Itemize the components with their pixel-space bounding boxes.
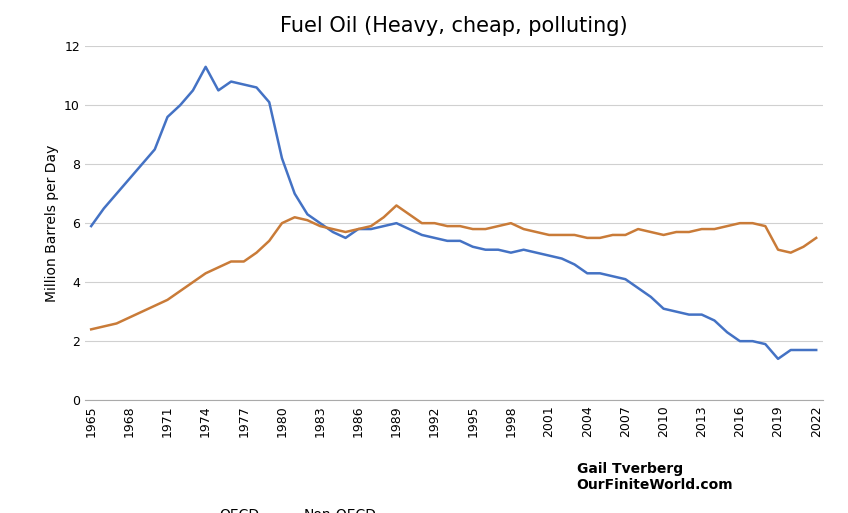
Y-axis label: Million Barrels per Day: Million Barrels per Day xyxy=(44,145,59,302)
OECD xyxy=(785,347,795,353)
OECD xyxy=(709,318,719,324)
Title: Fuel Oil (Heavy, cheap, polluting): Fuel Oil (Heavy, cheap, polluting) xyxy=(280,16,628,36)
Non-OECD xyxy=(86,326,96,332)
OECD xyxy=(582,270,592,277)
OECD xyxy=(773,356,783,362)
Legend: OECD, Non-OECD: OECD, Non-OECD xyxy=(181,503,382,513)
Non-OECD xyxy=(709,226,719,232)
Non-OECD xyxy=(251,250,261,256)
Non-OECD xyxy=(391,203,401,209)
OECD xyxy=(811,347,821,353)
OECD xyxy=(276,155,287,161)
OECD xyxy=(633,285,643,291)
Line: OECD: OECD xyxy=(91,67,816,359)
Non-OECD xyxy=(811,235,821,241)
Non-OECD xyxy=(582,235,592,241)
Non-OECD xyxy=(785,250,795,256)
Text: Gail Tverberg
OurFiniteWorld.com: Gail Tverberg OurFiniteWorld.com xyxy=(577,462,734,492)
OECD xyxy=(200,64,210,70)
Line: Non-OECD: Non-OECD xyxy=(91,206,816,329)
OECD xyxy=(264,99,274,105)
Non-OECD xyxy=(633,226,643,232)
Non-OECD xyxy=(264,238,274,244)
OECD xyxy=(86,223,96,229)
